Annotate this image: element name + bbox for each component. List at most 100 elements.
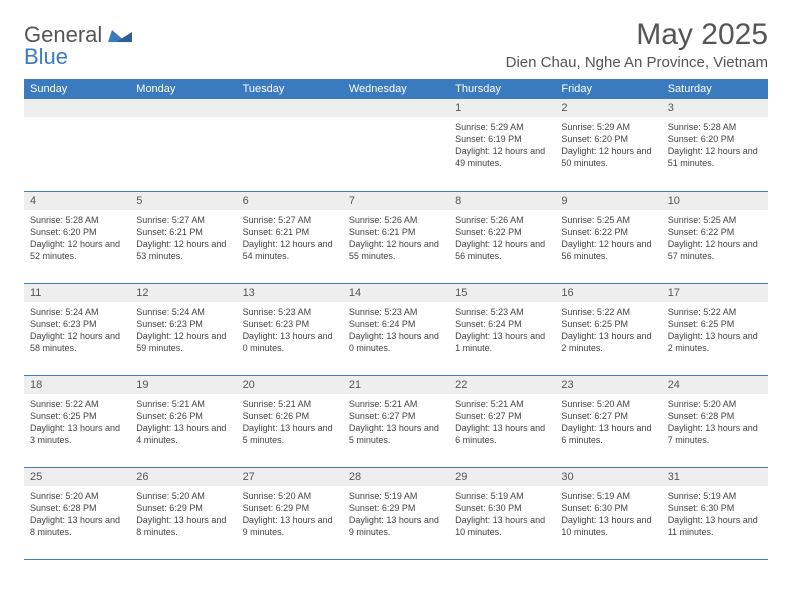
sunset-line: Sunset: 6:26 PM — [136, 410, 230, 422]
day-number: 20 — [237, 376, 343, 394]
day-body: Sunrise: 5:23 AMSunset: 6:24 PMDaylight:… — [343, 302, 449, 359]
logo-icon — [108, 26, 132, 45]
daylight-line: Daylight: 12 hours and 54 minutes. — [243, 238, 337, 262]
sunrise-line: Sunrise: 5:22 AM — [668, 306, 762, 318]
daylight-line: Daylight: 13 hours and 5 minutes. — [243, 422, 337, 446]
daylight-line: Daylight: 13 hours and 2 minutes. — [668, 330, 762, 354]
day-body: Sunrise: 5:25 AMSunset: 6:22 PMDaylight:… — [662, 210, 768, 267]
calendar-cell: 9 Sunrise: 5:25 AMSunset: 6:22 PMDaylight… — [555, 191, 661, 283]
logo-word2: Blue — [24, 44, 68, 70]
day-number: 31 — [662, 468, 768, 486]
sunset-line: Sunset: 6:30 PM — [455, 502, 549, 514]
sunset-line: Sunset: 6:24 PM — [455, 318, 549, 330]
day-number: 2 — [555, 99, 661, 117]
title-block: May 2025 Dien Chau, Nghe An Province, Vi… — [506, 18, 768, 71]
day-body: Sunrise: 5:19 AMSunset: 6:29 PMDaylight:… — [343, 486, 449, 543]
calendar-cell: 11Sunrise: 5:24 AMSunset: 6:23 PMDayligh… — [24, 283, 130, 375]
sunset-line: Sunset: 6:22 PM — [668, 226, 762, 238]
day-body — [24, 117, 130, 125]
sunrise-line: Sunrise: 5:23 AM — [243, 306, 337, 318]
sunrise-line: Sunrise: 5:26 AM — [349, 214, 443, 226]
daylight-line: Daylight: 13 hours and 0 minutes. — [243, 330, 337, 354]
sunset-line: Sunset: 6:26 PM — [243, 410, 337, 422]
calendar-header-row: SundayMondayTuesdayWednesdayThursdayFrid… — [24, 79, 768, 99]
daylight-line: Daylight: 13 hours and 3 minutes. — [30, 422, 124, 446]
daylight-line: Daylight: 13 hours and 7 minutes. — [668, 422, 762, 446]
day-number: 18 — [24, 376, 130, 394]
day-body: Sunrise: 5:20 AMSunset: 6:27 PMDaylight:… — [555, 394, 661, 451]
calendar-cell — [24, 99, 130, 191]
day-number: 1 — [449, 99, 555, 117]
calendar-week-row: 1Sunrise: 5:29 AMSunset: 6:19 PMDaylight… — [24, 99, 768, 191]
day-number: 5 — [130, 192, 236, 210]
day-number: 22 — [449, 376, 555, 394]
sunset-line: Sunset: 6:30 PM — [561, 502, 655, 514]
sunset-line: Sunset: 6:29 PM — [243, 502, 337, 514]
daylight-line: Daylight: 13 hours and 9 minutes. — [349, 514, 443, 538]
day-number: 14 — [343, 284, 449, 302]
day-body: Sunrise: 5:26 AMSunset: 6:21 PMDaylight:… — [343, 210, 449, 267]
sunrise-line: Sunrise: 5:20 AM — [136, 490, 230, 502]
day-number — [237, 99, 343, 117]
daylight-line: Daylight: 12 hours and 58 minutes. — [30, 330, 124, 354]
calendar-cell: 15Sunrise: 5:23 AMSunset: 6:24 PMDayligh… — [449, 283, 555, 375]
location: Dien Chau, Nghe An Province, Vietnam — [506, 54, 768, 71]
sunrise-line: Sunrise: 5:29 AM — [561, 121, 655, 133]
sunrise-line: Sunrise: 5:19 AM — [561, 490, 655, 502]
sunset-line: Sunset: 6:22 PM — [561, 226, 655, 238]
day-body: Sunrise: 5:21 AMSunset: 6:26 PMDaylight:… — [130, 394, 236, 451]
sunrise-line: Sunrise: 5:20 AM — [561, 398, 655, 410]
day-number: 28 — [343, 468, 449, 486]
calendar-cell: 17Sunrise: 5:22 AMSunset: 6:25 PMDayligh… — [662, 283, 768, 375]
day-body: Sunrise: 5:23 AMSunset: 6:24 PMDaylight:… — [449, 302, 555, 359]
day-number: 11 — [24, 284, 130, 302]
daylight-line: Daylight: 13 hours and 0 minutes. — [349, 330, 443, 354]
day-body: Sunrise: 5:28 AMSunset: 6:20 PMDaylight:… — [24, 210, 130, 267]
sunrise-line: Sunrise: 5:24 AM — [30, 306, 124, 318]
sunrise-line: Sunrise: 5:27 AM — [136, 214, 230, 226]
day-number: 9 — [555, 192, 661, 210]
weekday-header: Thursday — [449, 79, 555, 99]
day-number: 24 — [662, 376, 768, 394]
weekday-header: Wednesday — [343, 79, 449, 99]
sunset-line: Sunset: 6:22 PM — [455, 226, 549, 238]
day-body: Sunrise: 5:19 AMSunset: 6:30 PMDaylight:… — [662, 486, 768, 543]
sunrise-line: Sunrise: 5:21 AM — [136, 398, 230, 410]
sunrise-line: Sunrise: 5:20 AM — [668, 398, 762, 410]
daylight-line: Daylight: 12 hours and 56 minutes. — [561, 238, 655, 262]
day-number — [343, 99, 449, 117]
day-number: 23 — [555, 376, 661, 394]
daylight-line: Daylight: 13 hours and 6 minutes. — [455, 422, 549, 446]
calendar-cell: 6Sunrise: 5:27 AMSunset: 6:21 PMDaylight… — [237, 191, 343, 283]
sunset-line: Sunset: 6:30 PM — [668, 502, 762, 514]
calendar-cell: 3Sunrise: 5:28 AMSunset: 6:20 PMDaylight… — [662, 99, 768, 191]
calendar-week-row: 11Sunrise: 5:24 AMSunset: 6:23 PMDayligh… — [24, 283, 768, 375]
day-number: 16 — [555, 284, 661, 302]
calendar-week-row: 18Sunrise: 5:22 AMSunset: 6:25 PMDayligh… — [24, 375, 768, 467]
sunset-line: Sunset: 6:27 PM — [561, 410, 655, 422]
day-body: Sunrise: 5:28 AMSunset: 6:20 PMDaylight:… — [662, 117, 768, 174]
month-title: May 2025 — [506, 18, 768, 52]
calendar-cell: 26Sunrise: 5:20 AMSunset: 6:29 PMDayligh… — [130, 467, 236, 559]
sunset-line: Sunset: 6:29 PM — [136, 502, 230, 514]
sunrise-line: Sunrise: 5:19 AM — [349, 490, 443, 502]
sunset-line: Sunset: 6:21 PM — [136, 226, 230, 238]
sunset-line: Sunset: 6:21 PM — [349, 226, 443, 238]
day-body: Sunrise: 5:19 AMSunset: 6:30 PMDaylight:… — [555, 486, 661, 543]
sunrise-line: Sunrise: 5:21 AM — [243, 398, 337, 410]
day-number: 29 — [449, 468, 555, 486]
calendar-cell: 5Sunrise: 5:27 AMSunset: 6:21 PMDaylight… — [130, 191, 236, 283]
sunset-line: Sunset: 6:24 PM — [349, 318, 443, 330]
sunrise-line: Sunrise: 5:25 AM — [561, 214, 655, 226]
sunrise-line: Sunrise: 5:20 AM — [243, 490, 337, 502]
day-body: Sunrise: 5:20 AMSunset: 6:29 PMDaylight:… — [237, 486, 343, 543]
daylight-line: Daylight: 12 hours and 52 minutes. — [30, 238, 124, 262]
sunset-line: Sunset: 6:28 PM — [668, 410, 762, 422]
day-body: Sunrise: 5:27 AMSunset: 6:21 PMDaylight:… — [130, 210, 236, 267]
calendar-cell — [237, 99, 343, 191]
sunrise-line: Sunrise: 5:27 AM — [243, 214, 337, 226]
weekday-header: Sunday — [24, 79, 130, 99]
calendar-cell: 8Sunrise: 5:26 AMSunset: 6:22 PMDaylight… — [449, 191, 555, 283]
day-body: Sunrise: 5:26 AMSunset: 6:22 PMDaylight:… — [449, 210, 555, 267]
sunrise-line: Sunrise: 5:22 AM — [30, 398, 124, 410]
